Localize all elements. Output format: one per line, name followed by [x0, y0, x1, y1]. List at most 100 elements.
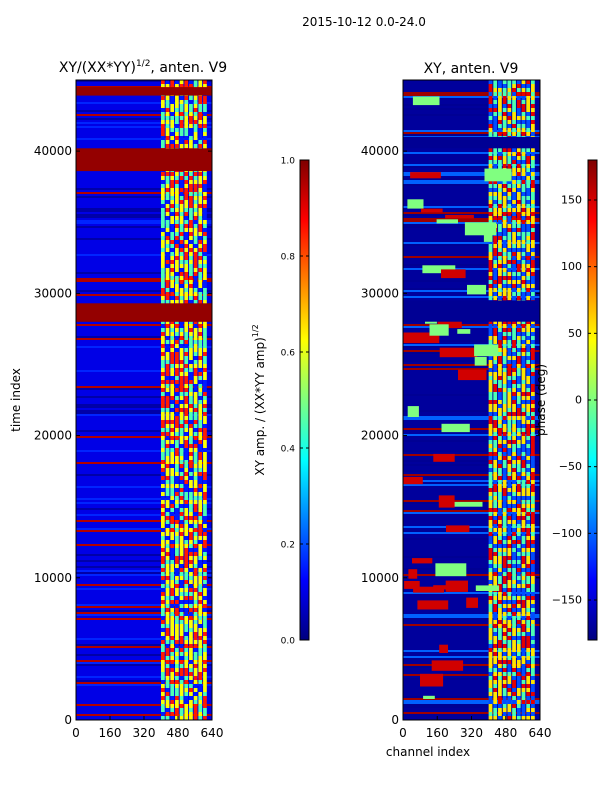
heatmap-cell	[170, 224, 175, 228]
heatmap-cell	[493, 364, 498, 368]
heatmap-cell	[175, 588, 179, 592]
heatmap-cell	[507, 180, 512, 184]
heatmap-cell	[502, 604, 507, 608]
heatmap-blotch	[412, 96, 440, 106]
heatmap-cell	[493, 532, 498, 536]
heatmap-cell	[165, 588, 170, 592]
heatmap-cell	[165, 144, 170, 148]
heatmap-cell	[179, 532, 184, 536]
heatmap-cell	[531, 412, 535, 416]
heatmap-cell	[175, 508, 179, 512]
heatmap-cell	[161, 80, 165, 84]
heatmap-row	[403, 180, 540, 182]
heatmap-cell	[203, 216, 207, 220]
heatmap-cell	[521, 652, 526, 656]
heatmap-cell	[193, 712, 198, 716]
heatmap-cell	[165, 576, 170, 580]
heatmap-cell	[531, 276, 535, 280]
heatmap-cell	[165, 692, 170, 696]
heatmap-cell	[198, 440, 203, 444]
heatmap-cell	[526, 368, 531, 372]
heatmap-cell	[203, 388, 207, 392]
heatmap-row	[76, 410, 212, 412]
heatmap-cell	[498, 572, 502, 576]
heatmap-cell	[502, 664, 507, 668]
heatmap-cell	[498, 620, 502, 624]
heatmap-cell	[488, 504, 493, 508]
heatmap-cell	[512, 396, 516, 400]
heatmap-cell	[193, 516, 198, 520]
heatmap-cell	[498, 428, 502, 432]
heatmap-cell	[521, 412, 526, 416]
heatmap-cell	[193, 632, 198, 636]
heatmap-cell	[507, 240, 512, 244]
heatmap-cell	[193, 96, 198, 100]
heatmap-cell	[170, 128, 175, 132]
heatmap-cell	[502, 192, 507, 196]
heatmap-cell	[526, 704, 531, 708]
heatmap-cell	[502, 280, 507, 284]
heatmap-cell	[498, 564, 502, 568]
heatmap-cell	[175, 624, 179, 628]
heatmap-cell	[193, 544, 198, 548]
heatmap-cell	[493, 500, 498, 504]
heatmap-cell	[512, 496, 516, 500]
heatmap-cell	[521, 212, 526, 216]
heatmap-cell	[493, 712, 498, 716]
heatmap-cell	[502, 576, 507, 580]
heatmap-cell	[175, 260, 179, 264]
heatmap-cell	[493, 376, 498, 380]
heatmap-cell	[175, 172, 179, 176]
heatmap-cell	[507, 188, 512, 192]
heatmap-row	[403, 454, 540, 456]
heatmap-cell	[531, 248, 535, 252]
heatmap-cell	[161, 544, 165, 548]
heatmap-cell	[161, 336, 165, 340]
heatmap-cell	[526, 128, 531, 132]
heatmap-cell	[531, 660, 535, 664]
heatmap-cell	[531, 476, 535, 480]
heatmap-cell	[189, 532, 193, 536]
heatmap-cell	[165, 716, 170, 720]
heatmap-cell	[184, 488, 189, 492]
heatmap-cell	[165, 700, 170, 704]
heatmap-cell	[193, 612, 198, 616]
heatmap-cell	[170, 480, 175, 484]
heatmap-cell	[531, 344, 535, 348]
heatmap-cell	[488, 340, 493, 344]
heatmap-cell	[512, 84, 516, 88]
heatmap-cell	[175, 424, 179, 428]
heatmap-cell	[507, 192, 512, 196]
heatmap-cell	[516, 412, 521, 416]
heatmap-row	[76, 220, 212, 222]
heatmap-cell	[493, 624, 498, 628]
heatmap-cell	[184, 528, 189, 532]
heatmap-cell	[488, 496, 493, 500]
heatmap-cell	[189, 712, 193, 716]
heatmap-cell	[175, 464, 179, 468]
heatmap-cell	[189, 348, 193, 352]
heatmap-cell	[161, 204, 165, 208]
heatmap-cell	[512, 244, 516, 248]
heatmap-cell	[161, 360, 165, 364]
colorbar-tick-label: 0.8	[281, 253, 296, 263]
heatmap-cell	[531, 496, 535, 500]
heatmap-cell	[507, 376, 512, 380]
heatmap-cell	[165, 272, 170, 276]
heatmap-cell	[507, 568, 512, 572]
heatmap-cell	[203, 472, 207, 476]
heatmap-cell	[526, 340, 531, 344]
heatmap-cell	[165, 580, 170, 584]
heatmap-cell	[170, 628, 175, 632]
heatmap-cell	[516, 556, 521, 560]
heatmap-row	[76, 612, 212, 614]
heatmap-cell	[516, 164, 521, 168]
heatmap-cell	[165, 664, 170, 668]
heatmap-cell	[498, 440, 502, 444]
heatmap-cell	[531, 340, 535, 344]
heatmap-cell	[198, 340, 203, 344]
heatmap-cell	[531, 328, 535, 332]
heatmap-cell	[516, 688, 521, 692]
heatmap-cell	[179, 420, 184, 424]
heatmap-cell	[170, 472, 175, 476]
